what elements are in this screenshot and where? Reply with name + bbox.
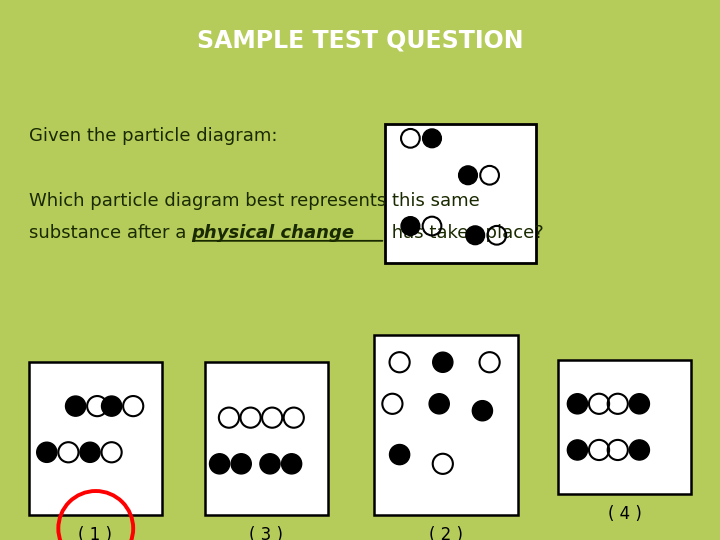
Ellipse shape (629, 394, 649, 414)
Ellipse shape (102, 396, 122, 416)
Ellipse shape (260, 454, 280, 474)
Ellipse shape (459, 166, 477, 185)
Text: ( 4 ): ( 4 ) (608, 505, 642, 523)
Ellipse shape (629, 440, 649, 460)
Bar (205, 362, 328, 515)
Text: physical change: physical change (191, 224, 354, 242)
Ellipse shape (433, 352, 453, 372)
Ellipse shape (37, 442, 57, 462)
Bar (558, 360, 691, 494)
Ellipse shape (282, 454, 302, 474)
Text: Which particle diagram best represents this same: Which particle diagram best represents t… (29, 192, 480, 210)
Ellipse shape (567, 440, 588, 460)
Text: Given the particle diagram:: Given the particle diagram: (29, 127, 277, 145)
Bar (385, 125, 536, 263)
Text: ( 1 ): ( 1 ) (78, 526, 112, 540)
Ellipse shape (466, 226, 485, 245)
Bar (374, 335, 518, 515)
Ellipse shape (210, 454, 230, 474)
Ellipse shape (66, 396, 86, 416)
Ellipse shape (567, 394, 588, 414)
Bar (29, 362, 162, 515)
Text: SAMPLE TEST QUESTION: SAMPLE TEST QUESTION (197, 29, 523, 53)
Ellipse shape (429, 394, 449, 414)
Ellipse shape (401, 217, 420, 235)
Text: ( 3 ): ( 3 ) (249, 526, 284, 540)
Text: ( 2 ): ( 2 ) (429, 526, 464, 540)
Ellipse shape (390, 444, 410, 464)
Ellipse shape (472, 401, 492, 421)
Ellipse shape (231, 454, 251, 474)
Text: has taken place?: has taken place? (386, 224, 544, 242)
Ellipse shape (80, 442, 100, 462)
Text: substance after a: substance after a (29, 224, 192, 242)
Ellipse shape (423, 129, 441, 147)
